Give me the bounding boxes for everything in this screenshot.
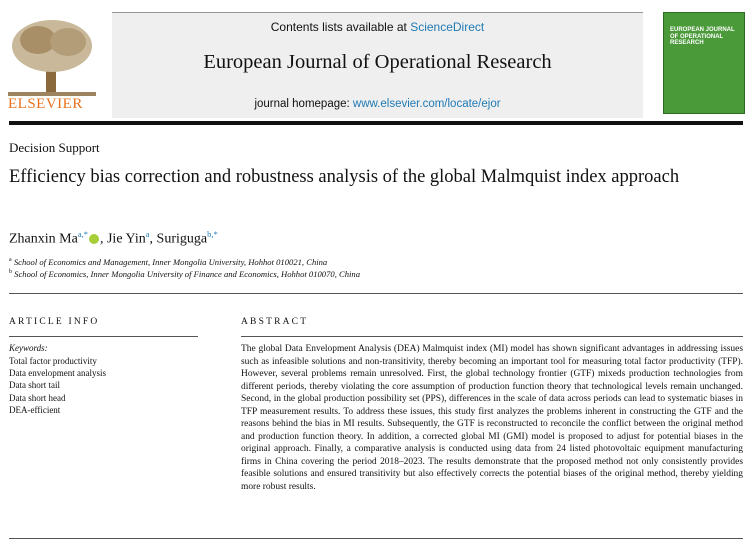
author-name: Zhanxin Ma: [9, 231, 78, 247]
article-title: Efficiency bias correction and robustnes…: [9, 167, 680, 187]
ground: [8, 92, 96, 96]
affiliation-text: School of Economics and Management, Inne…: [13, 257, 328, 267]
author-affiliation: a,*: [77, 229, 88, 239]
keyword: Total factor productivity: [9, 356, 97, 366]
journal-banner: [112, 12, 643, 118]
author-affiliation: b,*: [207, 229, 218, 239]
rule: [241, 336, 743, 337]
affiliation-text: School of Economics, Inner Mongolia Univ…: [14, 269, 361, 279]
affiliation-key: a: [9, 257, 12, 264]
affiliation: a School of Economics and Management, In…: [9, 257, 327, 267]
article-info-heading: ARTICLE INFO: [9, 317, 100, 327]
publisher-logo: [8, 20, 96, 96]
contents-line: Contents lists available at ScienceDirec…: [112, 20, 643, 34]
sciencedirect-link[interactable]: ScienceDirect: [410, 20, 485, 34]
contents-text: Contents lists available at: [270, 20, 407, 34]
rule: [9, 293, 743, 294]
abstract-text: The global Data Envelopment Analysis (DE…: [241, 344, 743, 492]
section-label: Decision Support: [9, 140, 100, 155]
abstract-heading: ABSTRACT: [241, 317, 309, 327]
affiliation: b School of Economics, Inner Mongolia Un…: [9, 269, 360, 279]
rule: [9, 538, 743, 539]
keyword: Data short head: [9, 392, 66, 403]
rule: [112, 12, 643, 13]
keyword-list: Total factor productivity Data envelopmen…: [9, 355, 106, 416]
tree-crown: [50, 28, 86, 56]
rule: [9, 336, 198, 337]
keyword: Data envelopment analysis: [9, 368, 106, 379]
cover-title: EUROPEAN JOURNAL OF OPERATIONAL RESEARCH: [670, 27, 735, 46]
orcid-icon[interactable]: [88, 233, 99, 244]
journal-title: European Journal of Operational Research: [203, 51, 552, 73]
journal-cover[interactable]: EUROPEAN JOURNAL OF OPERATIONAL RESEARCH: [663, 12, 745, 114]
publisher-name: ELSEVIER: [8, 96, 83, 112]
keywords-label: Keywords:: [9, 343, 48, 353]
affiliation-key: b: [9, 269, 12, 276]
keyword: Data short tail: [9, 380, 60, 391]
keyword: DEA-efficient: [9, 404, 61, 415]
author-list: Zhanxin Maa,*, Jie Yina, Surigugab,*: [9, 229, 218, 247]
tree-trunk: [46, 58, 56, 94]
homepage-text: journal homepage:: [254, 98, 350, 110]
author-name: Jie Yin: [106, 231, 146, 247]
author-affiliation: a: [145, 229, 150, 239]
homepage-link[interactable]: www.elsevier.com/locate/ejor: [352, 98, 501, 110]
homepage-line: journal homepage: www.elsevier.com/locat…: [112, 98, 643, 110]
header-rule: [9, 121, 743, 125]
tree-crown: [20, 26, 56, 54]
author-name: Suriguga: [156, 231, 208, 247]
